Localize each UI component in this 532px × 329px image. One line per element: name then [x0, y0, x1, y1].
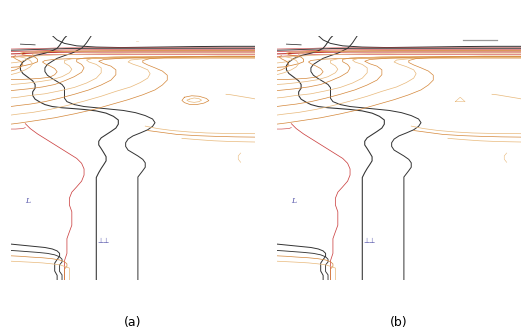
- Text: (a): (a): [124, 316, 142, 329]
- Text: ...: ...: [136, 38, 140, 43]
- Text: (b): (b): [390, 316, 408, 329]
- Text: ⊥⊥: ⊥⊥: [97, 238, 110, 244]
- Text: ⊥⊥: ⊥⊥: [363, 238, 376, 244]
- Text: L: L: [25, 197, 30, 205]
- Text: L: L: [291, 197, 296, 205]
